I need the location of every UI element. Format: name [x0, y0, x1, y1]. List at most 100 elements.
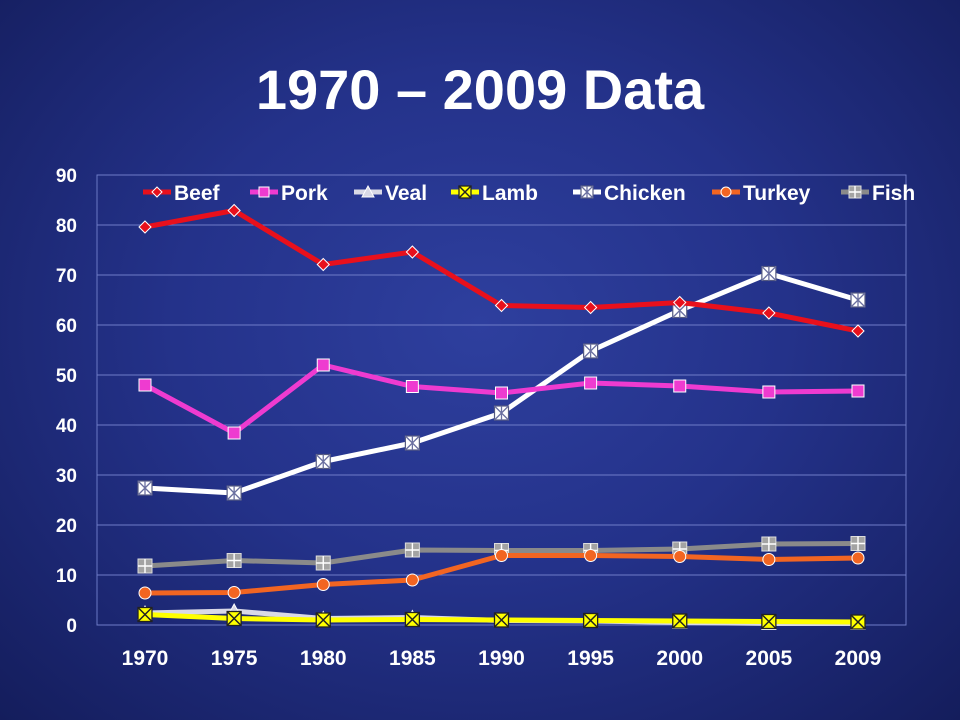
- x-tick-label: 1995: [567, 647, 614, 670]
- data-point: [316, 578, 330, 591]
- y-tick-label: 10: [56, 566, 77, 587]
- data-point: [673, 550, 687, 563]
- data-point: [850, 292, 866, 308]
- data-point: [583, 300, 598, 315]
- legend-label: Lamb: [482, 182, 538, 205]
- y-tick-label: 60: [56, 316, 77, 337]
- data-point: [315, 612, 331, 628]
- data-point: [227, 203, 241, 218]
- data-point: [226, 485, 242, 501]
- legend: Beef Pork Veal Lamb Chicken Turkey Fish: [143, 182, 915, 205]
- x-tick-label: 1975: [211, 647, 258, 670]
- legend-label: Pork: [281, 182, 328, 205]
- data-point: [584, 549, 598, 562]
- data-point: [458, 185, 472, 199]
- data-point: [137, 606, 153, 623]
- data-point: [673, 295, 687, 310]
- data-point: [761, 536, 777, 552]
- x-axis-ticks: 1970 1975 1980 1985 1990 1995 2000 2005 2009: [122, 647, 882, 670]
- x-tick-label: 1990: [478, 647, 525, 670]
- data-point: [493, 612, 510, 628]
- legend-item-turkey: Turkey: [712, 182, 811, 205]
- data-point: [151, 186, 163, 198]
- y-tick-label: 0: [66, 616, 77, 637]
- data-point: [138, 220, 152, 234]
- series-turkey: [138, 549, 865, 600]
- y-tick-label: 50: [56, 366, 77, 387]
- data-point: [850, 614, 866, 630]
- slide-title: 1970 – 2009 Data: [255, 58, 705, 121]
- data-point: [404, 542, 420, 558]
- series-chicken: [137, 265, 866, 501]
- data-point: [762, 306, 776, 320]
- data-point: [672, 613, 688, 629]
- data-point: [405, 573, 419, 587]
- x-tick-label: 1985: [389, 647, 436, 670]
- data-point: [851, 551, 865, 565]
- data-point: [226, 553, 242, 568]
- data-point: [404, 611, 421, 628]
- legend-item-fish: Fish: [841, 182, 915, 205]
- data-point: [361, 184, 375, 198]
- data-point: [762, 385, 776, 399]
- data-point: [138, 586, 152, 600]
- x-tick-label: 2005: [746, 647, 793, 670]
- y-tick-label: 70: [56, 266, 77, 287]
- data-point: [405, 245, 420, 259]
- data-point: [404, 435, 420, 451]
- series-line: [144, 208, 859, 334]
- data-point: [582, 612, 599, 629]
- data-point: [583, 343, 599, 359]
- data-point: [315, 453, 331, 470]
- data-point: [762, 553, 776, 566]
- data-point: [851, 384, 865, 398]
- data-point: [584, 376, 598, 390]
- data-point: [138, 378, 152, 392]
- data-point: [258, 186, 270, 198]
- data-point: [227, 586, 241, 599]
- data-point: [673, 379, 687, 393]
- y-tick-label: 30: [56, 466, 77, 487]
- data-point: [580, 185, 594, 199]
- x-tick-label: 2009: [835, 647, 882, 670]
- legend-label: Fish: [872, 182, 915, 205]
- y-tick-label: 20: [56, 516, 77, 537]
- data-point: [137, 480, 153, 496]
- data-point: [495, 549, 508, 562]
- series-lamb: [137, 606, 866, 630]
- x-tick-label: 2000: [656, 647, 703, 670]
- data-point: [495, 386, 508, 400]
- data-point: [493, 405, 510, 421]
- legend-label: Chicken: [604, 182, 686, 205]
- data-point: [720, 186, 732, 198]
- y-tick-label: 80: [56, 216, 77, 237]
- data-point: [405, 380, 419, 393]
- data-point: [315, 555, 331, 571]
- y-axis-ticks: 0 10 20 30 40 50 60 70 80 90: [56, 166, 77, 637]
- x-tick-label: 1970: [122, 647, 169, 670]
- data-point: [761, 265, 777, 282]
- data-point: [227, 426, 241, 440]
- legend-item-veal: Veal: [354, 182, 427, 205]
- legend-label: Turkey: [743, 182, 811, 205]
- y-tick-label: 90: [56, 166, 77, 187]
- legend-item-lamb: Lamb: [451, 182, 538, 205]
- y-tick-label: 40: [56, 416, 77, 437]
- legend-item-beef: Beef: [143, 182, 221, 205]
- data-point: [137, 558, 153, 574]
- data-point: [226, 610, 242, 627]
- data-point: [494, 298, 509, 313]
- series-layer: [137, 203, 866, 630]
- series-pork: [138, 358, 865, 440]
- data-point: [851, 324, 865, 338]
- legend-item-pork: Pork: [250, 182, 328, 205]
- data-point: [848, 185, 862, 199]
- series-beef: [138, 203, 865, 338]
- data-point: [761, 613, 777, 630]
- x-tick-label: 1980: [300, 647, 347, 670]
- data-point: [316, 358, 330, 372]
- legend-label: Beef: [174, 182, 221, 205]
- data-point: [850, 536, 866, 551]
- data-point: [316, 257, 330, 272]
